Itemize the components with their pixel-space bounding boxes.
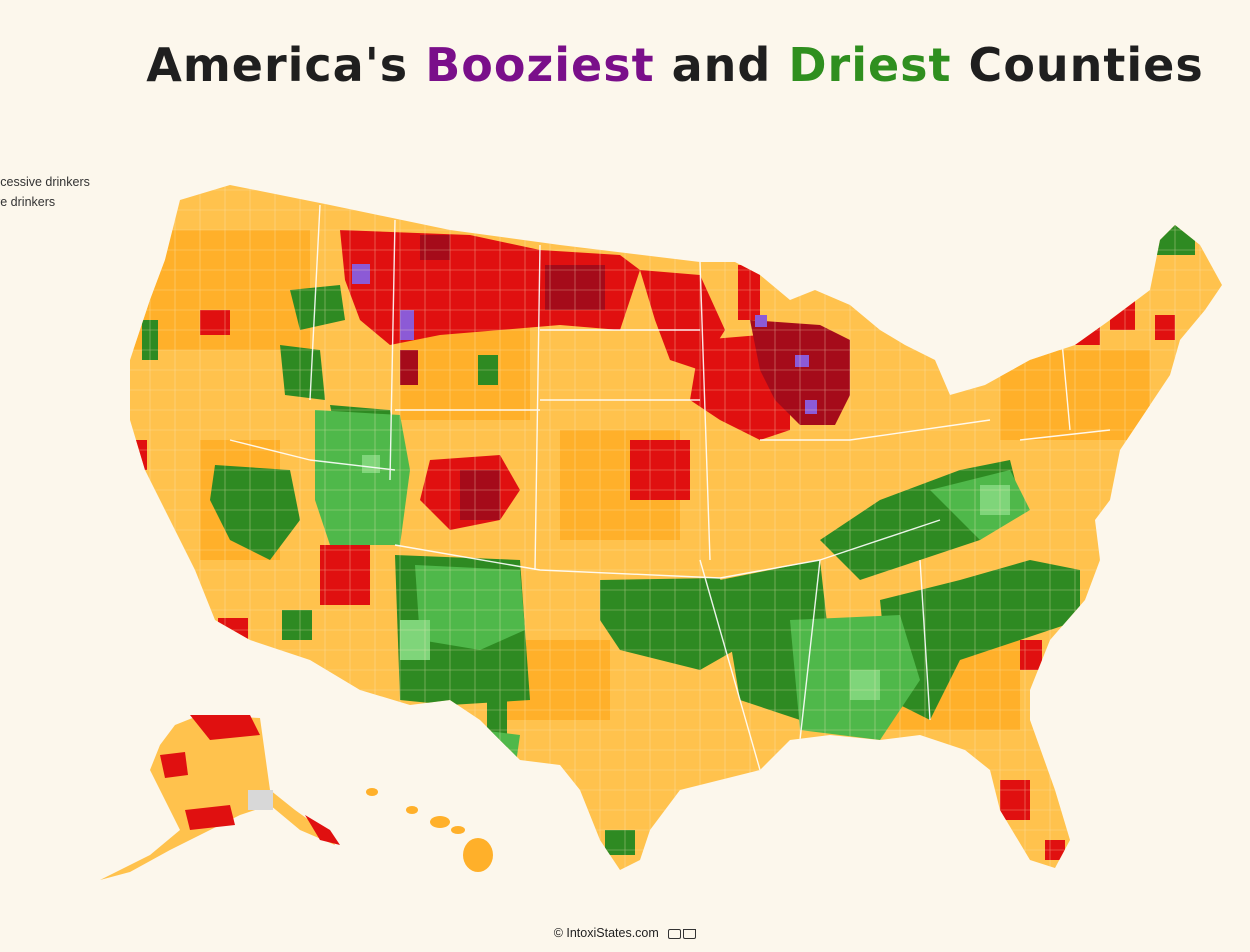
legend: xcessive drinkers ve drinkers: [0, 172, 90, 212]
region-top-purple[interactable]: [352, 264, 817, 414]
state-borders: [229, 204, 1111, 771]
footer-credit: © IntoxiStates.com: [0, 926, 1250, 942]
contiguous-us-map[interactable]: [100, 170, 1250, 890]
hawaii-map[interactable]: [366, 788, 493, 872]
share-icon[interactable]: [683, 929, 697, 939]
legend-item-light: ve drinkers: [0, 195, 56, 209]
legend-item-heavy: xcessive drinkers: [0, 175, 90, 189]
title-suffix: Counties: [951, 38, 1204, 92]
title-boozy-word: Booziest: [425, 38, 655, 92]
map-title: America's Booziest and Driest Counties: [0, 38, 1250, 92]
footer-icons: [666, 928, 697, 942]
region-high[interactable]: [132, 230, 1175, 860]
alaska-map[interactable]: [100, 715, 340, 880]
title-prefix: America's: [146, 38, 426, 92]
alaska-no-data[interactable]: [248, 790, 273, 810]
comment-icon[interactable]: [668, 929, 682, 939]
title-middle: and: [654, 38, 789, 92]
credit-text: © IntoxiStates.com: [553, 926, 659, 940]
title-dry-word: Driest: [788, 38, 952, 92]
